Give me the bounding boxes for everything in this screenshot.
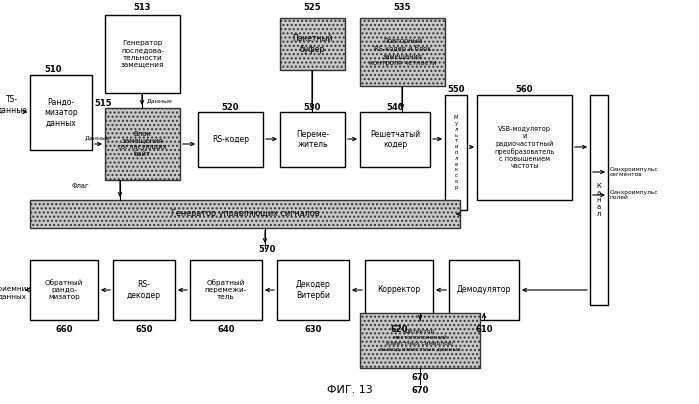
Text: 520: 520 xyxy=(222,103,239,112)
Text: Приемник
данных: Приемник данных xyxy=(0,286,31,299)
Bar xyxy=(449,260,519,320)
Text: 630: 630 xyxy=(304,326,322,335)
Bar xyxy=(365,260,433,320)
Text: Синхроимпульс
сегментов: Синхроимпульс сегментов xyxy=(610,166,658,177)
Bar xyxy=(445,95,467,210)
Bar xyxy=(30,260,98,320)
Bar xyxy=(113,260,175,320)
Text: Демодулятор: Демодулятор xyxy=(457,286,511,295)
Text: Обратный
рандо-
мизатор: Обратный рандо- мизатор xyxy=(45,280,83,301)
Text: 660: 660 xyxy=(55,326,73,335)
Text: Данные: Данные xyxy=(147,99,173,103)
Text: 670: 670 xyxy=(411,386,428,395)
Bar xyxy=(30,75,92,150)
Bar xyxy=(360,313,480,368)
Text: ФИГ. 13: ФИГ. 13 xyxy=(327,385,373,395)
Text: 515: 515 xyxy=(94,99,112,107)
Text: VSB-модулятор
и
радиочастотный
преобразователь
с повышением
частоты: VSB-модулятор и радиочастотный преобразо… xyxy=(494,126,554,169)
Text: 530: 530 xyxy=(304,103,321,112)
Text: 610: 610 xyxy=(475,326,493,335)
Bar xyxy=(590,95,608,305)
Text: Обратный
перемежи-
тель: Обратный перемежи- тель xyxy=(205,280,247,301)
Text: Данные: Данные xyxy=(85,135,111,141)
Text: Корректор: Корректор xyxy=(377,286,421,295)
Text: Пакетный
буфер: Пакетный буфер xyxy=(292,34,333,54)
Text: RS-
декодер: RS- декодер xyxy=(127,280,161,300)
Text: Декодер
Витерби: Декодер Витерби xyxy=(296,280,331,300)
Text: 670: 670 xyxy=(411,374,428,383)
Text: 525: 525 xyxy=(303,4,322,13)
Text: К
а
н
а
л: К а н а л xyxy=(596,183,601,217)
Text: Рандо-
мизатор
данных: Рандо- мизатор данных xyxy=(44,98,78,127)
Text: 560: 560 xyxy=(516,86,533,95)
Text: 570: 570 xyxy=(259,246,275,255)
Text: Повторный
RS-кодер и блок
замещения
контроля четности: Повторный RS-кодер и блок замещения конт… xyxy=(369,38,436,66)
Bar xyxy=(105,108,180,180)
Text: 513: 513 xyxy=(134,4,151,13)
Bar xyxy=(477,95,572,200)
Bar xyxy=(190,260,262,320)
Text: 535: 535 xyxy=(394,4,411,13)
Text: RS-кодер: RS-кодер xyxy=(212,135,249,144)
Text: Детектор
местоположений
известных символов/
вывод известных данных: Детектор местоположений известных символ… xyxy=(380,329,461,352)
Bar xyxy=(198,112,263,167)
Bar xyxy=(280,112,345,167)
Bar xyxy=(30,200,460,228)
Text: TS-
данные: TS- данные xyxy=(0,95,27,115)
Bar xyxy=(360,18,445,86)
Text: 550: 550 xyxy=(447,86,465,95)
Text: 620: 620 xyxy=(390,326,408,335)
Text: Решетчатый
кодер: Решетчатый кодер xyxy=(370,130,420,149)
Text: Переме-
житель: Переме- житель xyxy=(296,130,329,149)
Text: М
у
л
ь
т
и
п
л
е
к
с
о
р: М у л ь т и п л е к с о р xyxy=(454,115,459,190)
Text: Флаг: Флаг xyxy=(71,183,89,189)
Bar xyxy=(360,112,430,167)
Text: 510: 510 xyxy=(44,65,62,74)
Text: 650: 650 xyxy=(135,326,153,335)
Text: Блок
замещения
согласующих
байт: Блок замещения согласующих байт xyxy=(117,130,167,158)
Text: 640: 640 xyxy=(217,326,235,335)
Text: Генератор управляющих сигналов: Генератор управляющих сигналов xyxy=(171,210,319,219)
Bar xyxy=(105,15,180,93)
Bar xyxy=(277,260,349,320)
Text: Генератор
последова-
тельности
замещения: Генератор последова- тельности замещения xyxy=(121,40,164,67)
Text: 540: 540 xyxy=(387,103,404,112)
Text: Синхроимпульс
полей: Синхроимпульс полей xyxy=(610,189,658,200)
Bar xyxy=(280,18,345,70)
